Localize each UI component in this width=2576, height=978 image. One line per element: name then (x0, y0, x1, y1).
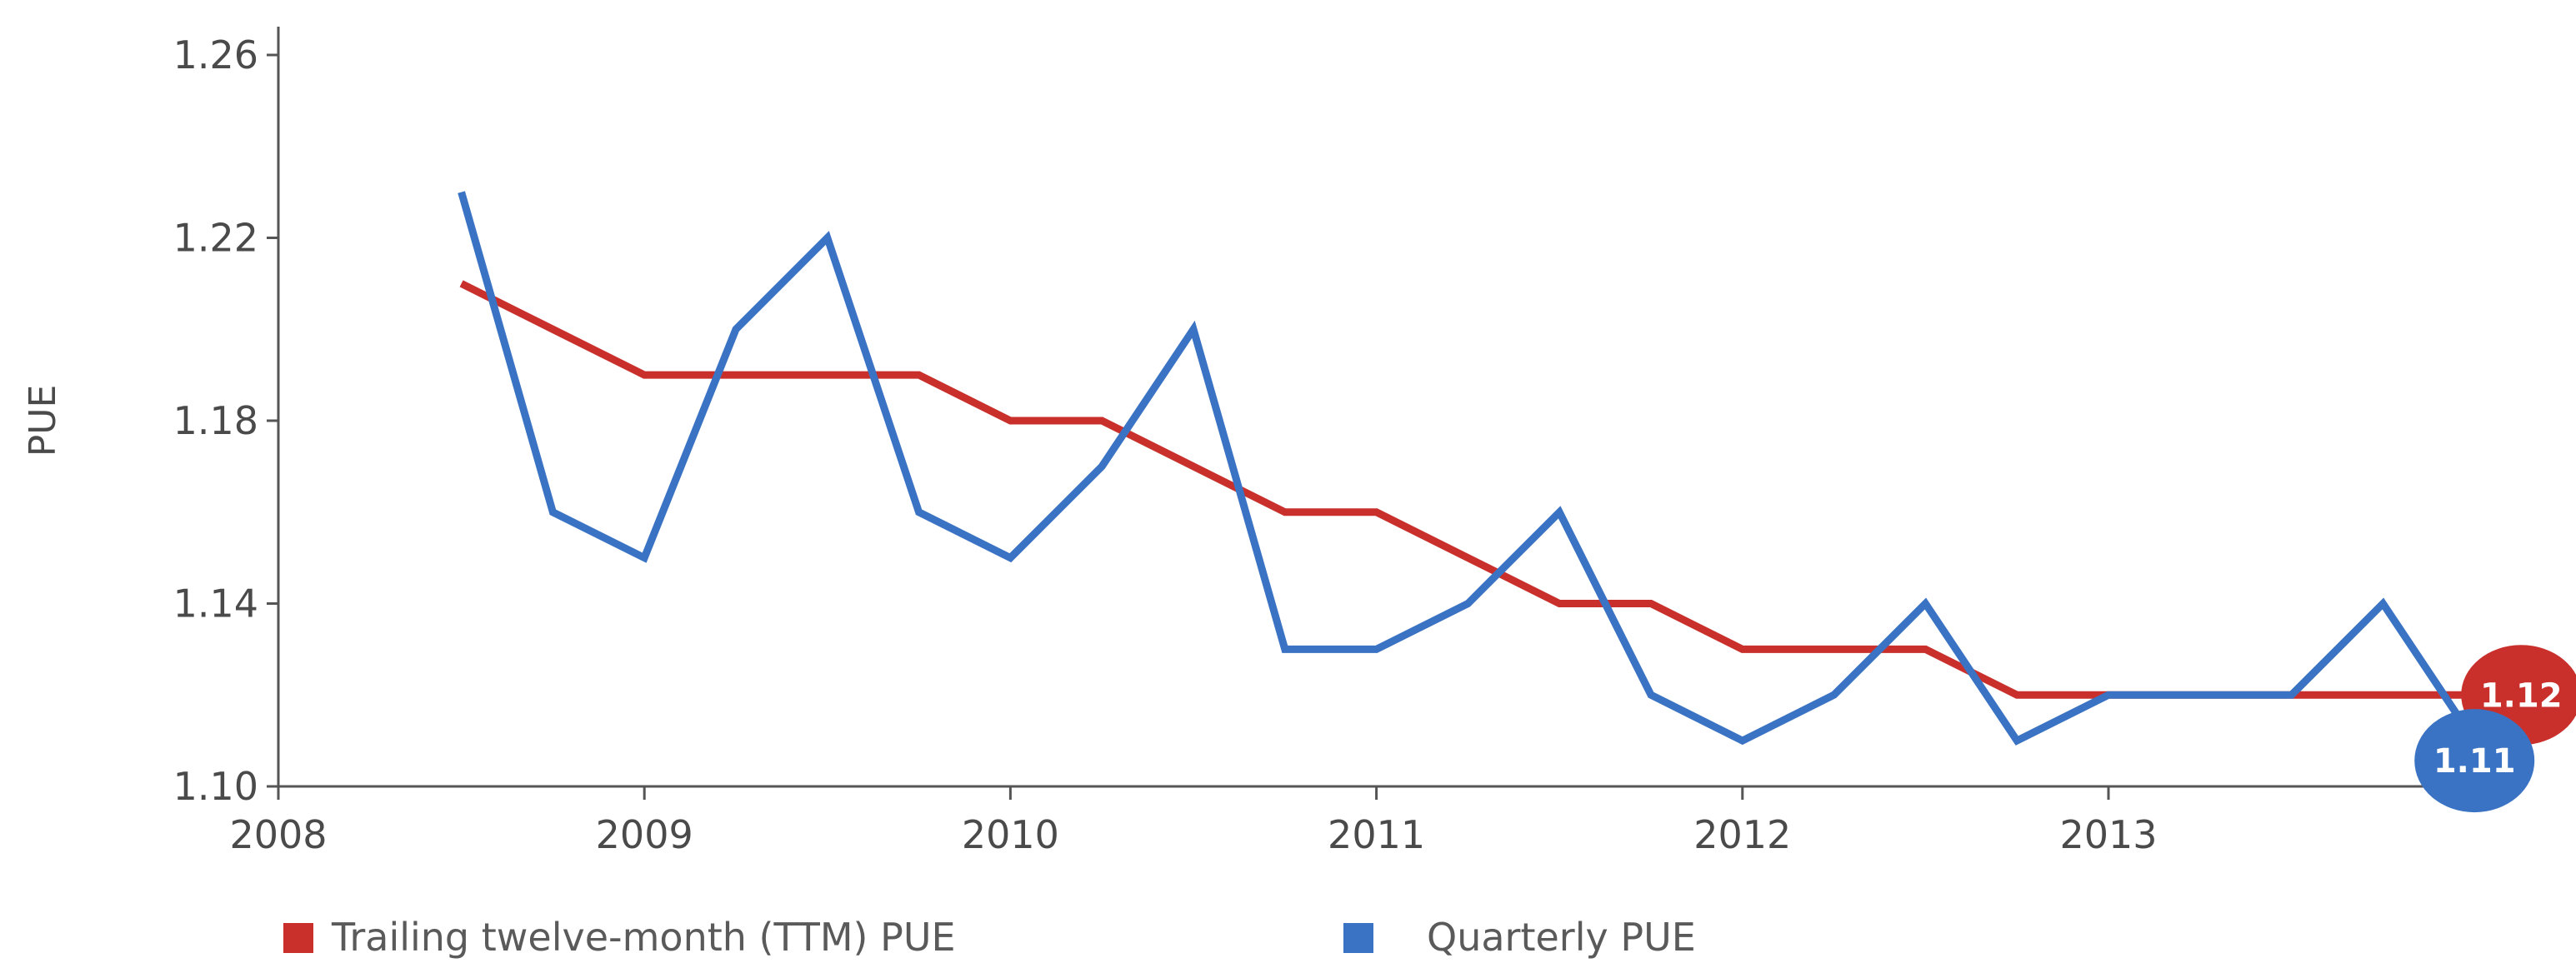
x-tick-label: 2008 (229, 812, 327, 857)
series-layer: 1.12 1.11 (458, 191, 2576, 813)
y-tick-label: 1.18 (173, 398, 258, 443)
axes (267, 27, 2483, 800)
x-tick-label: 2012 (1693, 812, 1791, 857)
quarterly-end-badge-shape (2414, 709, 2535, 813)
ttm-end-value: 1.12 (2480, 676, 2563, 715)
x-tick-label: 2009 (596, 812, 693, 857)
legend-label-ttm: Trailing twelve-month (TTM) PUE (331, 915, 956, 960)
legend-label-quarterly: Quarterly PUE (1427, 915, 1696, 960)
quarterly-line (458, 191, 2478, 746)
x-tick-label: 2013 (2059, 812, 2157, 857)
y-tick-label: 1.14 (173, 581, 258, 626)
x-tick-label: 2010 (962, 812, 1059, 857)
y-axis-title: PUE (22, 385, 64, 457)
y-tick-label: 1.26 (173, 32, 258, 77)
legend-swatch-quarterly (1343, 923, 1373, 953)
x-tick-label: 2011 (1328, 812, 1425, 857)
legend-swatch-ttm (283, 923, 313, 953)
quarterly-end-badge: 1.11 (2414, 709, 2535, 813)
ttm-line (459, 280, 2475, 699)
y-tick-label: 1.10 (173, 764, 258, 809)
legend: Trailing twelve-month (TTM) PUE Quarterl… (283, 915, 1696, 960)
y-tick-label: 1.22 (173, 216, 258, 261)
quarterly-end-value: 1.11 (2433, 742, 2516, 781)
